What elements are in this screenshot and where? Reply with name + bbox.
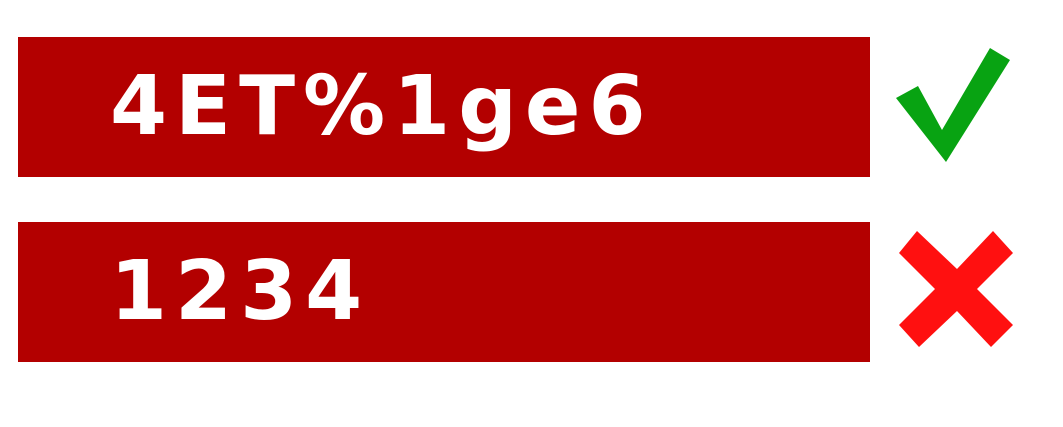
weak-password-box: 1234 [18,222,870,362]
checkmark-icon [896,48,1010,162]
cross-icon [899,231,1013,347]
strong-password-box: 4ET%1ge6 [18,37,870,177]
strong-password-text: 4ET%1ge6 [110,59,654,154]
weak-password-text: 1234 [110,244,371,339]
strong-password-row: 4ET%1ge6 [18,37,870,177]
weak-password-row: 1234 [18,222,870,362]
